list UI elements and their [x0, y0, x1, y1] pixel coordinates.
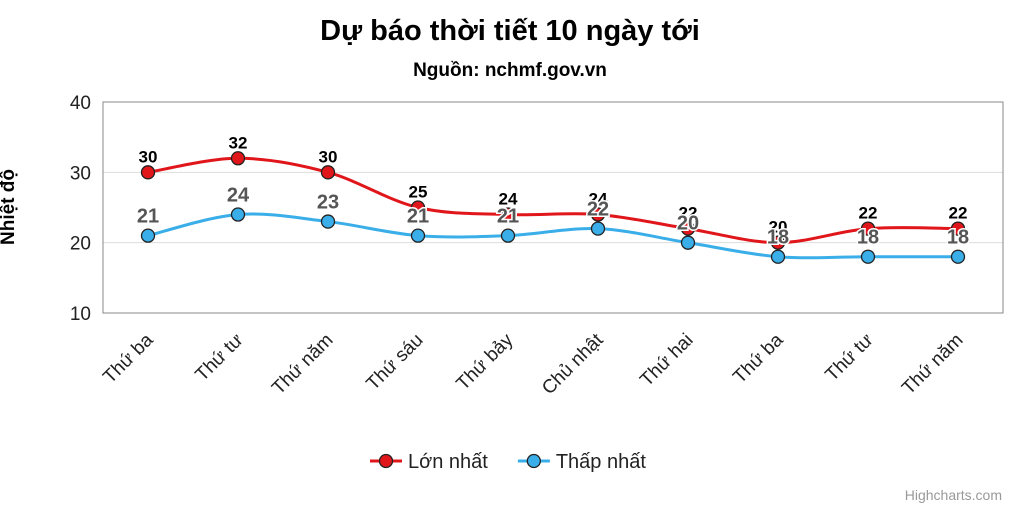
data-point [860, 249, 876, 264]
data-point [500, 228, 516, 243]
chart-title: Dự báo thời tiết 10 ngày tới [320, 15, 700, 47]
x-tick-label: Thứ tư [822, 329, 878, 385]
y-tick-label: 40 [70, 93, 91, 114]
data-label: 24 [227, 185, 250, 207]
data-label: 24 [589, 190, 608, 209]
data-point [320, 165, 336, 180]
legend-marker [378, 453, 394, 469]
data-label: 22 [949, 204, 968, 223]
data-label: 18 [857, 227, 879, 249]
x-tick-label: Chủ nhật [538, 329, 608, 399]
data-point [860, 221, 876, 236]
legend-item[interactable]: Thấp nhất [517, 451, 647, 473]
x-tick-label: Thứ năm [898, 330, 967, 399]
x-tick-label: Thứ tư [192, 329, 248, 385]
x-tick-label: Thứ ba [729, 329, 788, 388]
data-label: 24 [499, 190, 518, 209]
data-label: 20 [769, 218, 788, 237]
legend-item[interactable]: Lớn nhất [370, 451, 488, 473]
data-point [500, 207, 516, 222]
data-point [770, 235, 786, 250]
y-tick-label: 30 [70, 163, 91, 184]
data-point [140, 165, 156, 180]
x-tick-label: Thứ hai [636, 330, 697, 391]
data-label: 21 [137, 206, 159, 228]
y-axis-title: Nhiệt độ [0, 169, 19, 245]
data-label: 22 [859, 204, 878, 223]
data-label: 25 [409, 183, 428, 202]
data-label: 22 [679, 204, 698, 223]
data-label: 32 [229, 133, 248, 152]
data-point [950, 249, 966, 264]
x-tick-label: Thứ bảy [453, 329, 518, 394]
series-line [147, 212, 958, 260]
data-point [590, 221, 606, 236]
data-point [140, 228, 156, 243]
y-tick-label: 10 [70, 304, 91, 325]
data-point [410, 228, 426, 243]
legend-label: Thấp nhất [556, 451, 647, 473]
data-point [770, 249, 786, 264]
series-line [147, 156, 959, 245]
chart-subtitle: Nguồn: nchmf.gov.vn [413, 60, 607, 81]
data-point [410, 200, 426, 215]
x-tick-label: Thứ ba [99, 329, 158, 388]
data-point [680, 221, 696, 236]
data-label: 18 [947, 227, 969, 249]
data-label: 30 [319, 147, 338, 166]
data-point [320, 214, 336, 229]
credits[interactable]: Highcharts.com [905, 487, 1002, 503]
data-label: 30 [139, 147, 158, 166]
data-label: 20 [677, 213, 699, 235]
data-label: 21 [407, 206, 429, 228]
x-tick-label: Thứ sáu [363, 330, 428, 395]
data-point [590, 207, 606, 222]
legend-marker [526, 453, 541, 469]
legend-label: Lớn nhất [408, 451, 488, 473]
plot-border [102, 101, 1004, 314]
data-point [680, 235, 696, 250]
data-label: 18 [767, 227, 789, 249]
data-label: 21 [497, 206, 519, 228]
data-point [950, 221, 966, 236]
data-label: 23 [317, 192, 339, 214]
x-tick-label: Thứ năm [268, 330, 337, 399]
data-label: 22 [587, 199, 609, 221]
data-point [230, 151, 246, 166]
y-tick-label: 20 [70, 234, 91, 255]
data-point [230, 207, 246, 222]
